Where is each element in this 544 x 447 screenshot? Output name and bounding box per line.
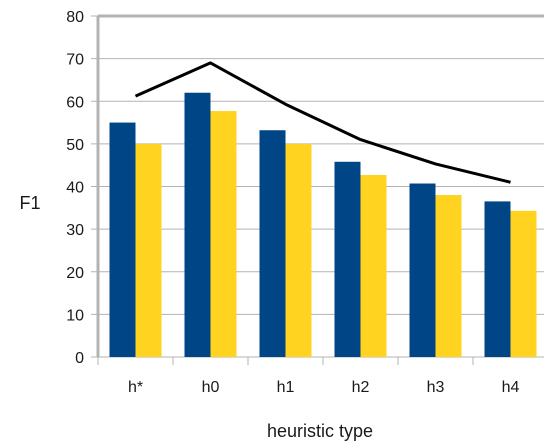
axis-layer: 0 10 20 30 40 50 60 70 80 h* h0 h1 h2 h3 h4 xyxy=(66,9,544,396)
y-tick-label: 80 xyxy=(66,9,84,26)
bar-series-2-h0 xyxy=(210,111,237,358)
x-tick-label: h4 xyxy=(502,379,520,396)
y-tick-label: 60 xyxy=(66,94,84,111)
grid-layer xyxy=(98,15,544,358)
y-tick-label: 30 xyxy=(66,222,84,239)
bar-series-1-h* xyxy=(109,122,136,357)
x-tick-label: h0 xyxy=(202,379,220,396)
line-series-1 xyxy=(134,61,511,184)
y-tick-label: 70 xyxy=(66,52,84,69)
bar-series-2-h3 xyxy=(435,195,462,357)
y-axis-label: F1 xyxy=(19,193,40,213)
x-tick-label: h1 xyxy=(277,379,295,396)
y-tick-label: 0 xyxy=(75,350,84,367)
y-tick-label: 10 xyxy=(66,307,84,324)
bar-series-2-h2 xyxy=(360,174,387,357)
y-tick-label: 40 xyxy=(66,180,84,197)
line-layer xyxy=(134,61,511,184)
x-axis-label: heuristic type xyxy=(267,421,373,441)
bar-series-2-h* xyxy=(135,143,162,357)
y-tick-label: 50 xyxy=(66,137,84,154)
x-tick-label: h2 xyxy=(352,379,370,396)
x-tick-label: h* xyxy=(128,379,143,396)
bar-series-1-h1 xyxy=(259,130,286,357)
bar-series-1-h2 xyxy=(334,161,361,357)
bar-series-2-h1 xyxy=(285,143,312,357)
bar-series-1-h4 xyxy=(484,201,511,357)
bar-series-1-h0 xyxy=(184,92,211,357)
bar-series-2-h4 xyxy=(510,210,537,357)
bar-layer xyxy=(109,92,537,358)
x-tick-label: h3 xyxy=(427,379,445,396)
y-tick-label: 20 xyxy=(66,265,84,282)
bar-series-1-h3 xyxy=(409,183,436,357)
